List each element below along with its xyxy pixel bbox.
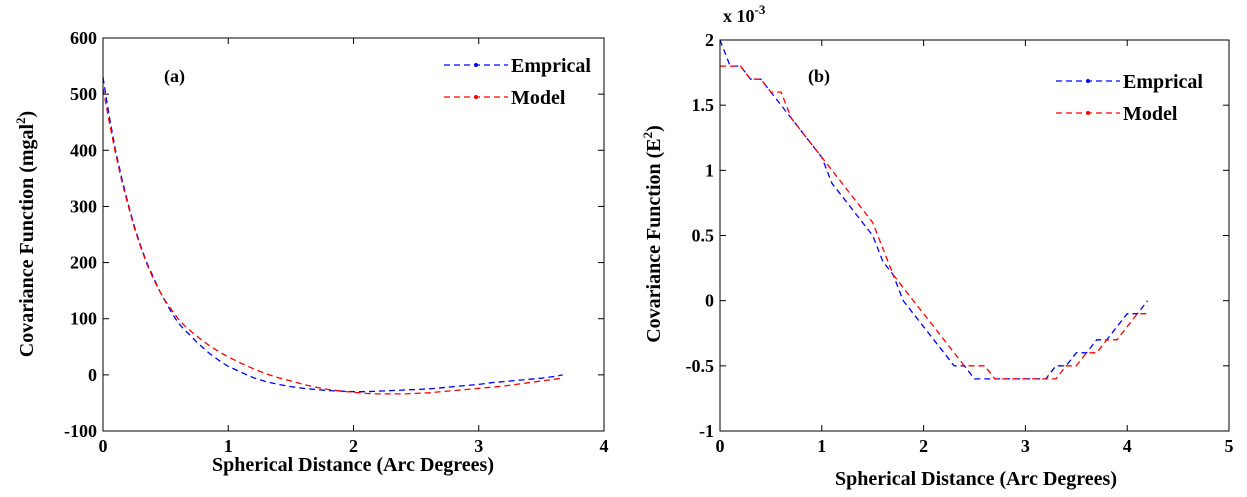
legend-label-b-1: Model: [1123, 103, 1178, 125]
y-axis-label-a: Covariance Function (mgal2): [13, 111, 38, 357]
x-tick-label-a-4: 4: [600, 436, 609, 456]
x-axis-label-b: Spherical Distance (Arc Degrees): [835, 468, 1117, 490]
y-tick-label-b-3: 0.5: [692, 226, 715, 246]
series-layer-b: [719, 39, 1149, 380]
y-tick-label-a-7: 600: [70, 28, 97, 48]
legend-marker-a-0: [474, 63, 478, 67]
legend-marker-a-1: [474, 95, 478, 99]
y-tick-label-b-0: -1: [699, 421, 714, 441]
legend-marker-b-0: [1086, 79, 1090, 83]
y-axis-label-b-sup: 2: [640, 132, 655, 139]
x-tick-label-a-1: 1: [224, 436, 233, 456]
x-tick-label-b-2: 2: [919, 436, 928, 456]
y-scale-text-b: x 10: [723, 6, 755, 26]
legend-entry-a-1: Model: [444, 87, 566, 109]
y-tick-label-a-0: -100: [64, 421, 97, 441]
x-tick-label-b-5: 5: [1225, 436, 1234, 456]
x-tick-label-b-1: 1: [817, 436, 826, 456]
y-axis-label-a-text: Covariance Function (mgal: [16, 123, 38, 357]
series-line-a-0: [102, 77, 563, 393]
legend-b: Emprical Model: [1056, 71, 1203, 125]
x-tick-label-b-0: 0: [716, 436, 725, 456]
x-tick-label-a-2: 2: [349, 436, 358, 456]
legend-a: Emprical Model: [444, 55, 591, 109]
y-tick-label-a-5: 400: [70, 140, 97, 160]
y-tick-label-a-4: 300: [70, 196, 97, 216]
y-axis-label-b-close: ): [643, 125, 665, 132]
legend-marker-b-1: [1086, 111, 1090, 115]
series-layer-a: [102, 77, 563, 395]
legend-entry-b-0: Emprical: [1056, 71, 1203, 93]
legend-entry-b-1: Model: [1056, 103, 1178, 125]
series-line-b-1: [720, 65, 1148, 380]
y-tick-label-b-5: 1.5: [692, 95, 715, 115]
x-axis-label-a: Spherical Distance (Arc Degrees): [212, 454, 494, 476]
y-tick-label-b-6: 2: [705, 30, 714, 50]
y-tick-label-a-1: 0: [88, 365, 97, 385]
series-line-a-1: [102, 88, 563, 395]
y-tick-label-a-6: 500: [70, 84, 97, 104]
series-line-b-0: [719, 39, 1149, 380]
panel-label-a: (a): [164, 66, 185, 87]
panel-label-b: (b): [808, 66, 830, 87]
y-axis-label-b-text: Covariance Function (E: [643, 138, 665, 342]
y-tick-label-a-2: 100: [70, 309, 97, 329]
y-axis-label-a-sup: 2: [13, 117, 28, 124]
y-scale-sup-b: -3: [755, 2, 766, 17]
legend-label-a-0: Emprical: [511, 55, 591, 77]
y-tick-label-b-2: 0: [705, 291, 714, 311]
ticks-b: 0 1 2 3 4 5 -1 -0.5 0 0.5 1 1.5 2: [686, 30, 1234, 456]
x-tick-label-b-4: 4: [1123, 436, 1132, 456]
y-scale-exponent-b: x 10-3: [723, 2, 766, 26]
x-tick-label-a-0: 0: [99, 436, 108, 456]
x-tick-label-a-3: 3: [474, 436, 483, 456]
y-tick-label-a-3: 200: [70, 253, 97, 273]
plot-frame-b: [719, 39, 1230, 432]
y-axis-label-b: Covariance Function (E2): [640, 125, 665, 343]
legend-label-a-1: Model: [511, 87, 566, 109]
legend-entry-a-0: Emprical: [444, 55, 591, 77]
x-tick-label-b-3: 3: [1021, 436, 1030, 456]
legend-label-b-0: Emprical: [1123, 71, 1203, 93]
chart-panel-b: 0 1 2 3 4 5 -1 -0.5 0 0.5 1 1.5 2 x 10-3 (b) Spheric…: [640, 2, 1234, 490]
y-tick-label-b-1: -0.5: [686, 356, 715, 376]
y-axis-label-a-close: ): [16, 111, 38, 118]
y-tick-label-b-4: 1: [705, 160, 714, 180]
